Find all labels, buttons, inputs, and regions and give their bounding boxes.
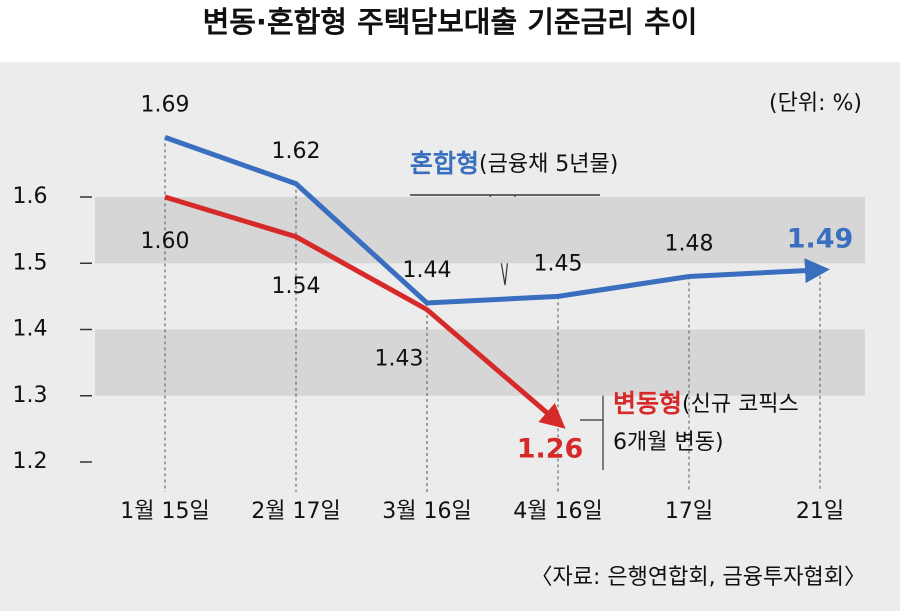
callout-bracket [580, 395, 604, 470]
y-tick-label: 1.5 [13, 250, 48, 275]
band [95, 197, 865, 264]
chart-title: 변동·혼합형 주택담보대출 기준금리 추이 [203, 5, 698, 39]
line [164, 194, 566, 429]
data-label: 1.45 [534, 251, 583, 276]
data-label: 1.49 [787, 224, 854, 255]
x-tick-label: 21일 [796, 499, 844, 524]
legend-note: (금융채 5년물) [479, 152, 618, 177]
band [95, 329, 865, 396]
data-label: 1.26 [517, 434, 584, 465]
x-tick-label: 4월 16일 [513, 499, 602, 524]
legend-name: 혼합형 [410, 149, 479, 178]
line [164, 135, 830, 306]
data-label: 1.54 [272, 274, 321, 299]
legend-note: 6개월 변동) [613, 430, 724, 455]
data-label: 1.60 [141, 229, 190, 254]
legend-note: (신규 코픽스 [682, 392, 799, 417]
data-label: 1.69 [141, 92, 190, 117]
data-label: 1.48 [665, 232, 714, 257]
data-label: 1.43 [375, 347, 424, 372]
series-label: 변동형(신규 코픽스 6개월 변동) [613, 389, 799, 455]
y-tick-label: 1.4 [13, 317, 48, 342]
x-tick-label: 17일 [665, 499, 713, 524]
y-tick-label: 1.2 [13, 449, 48, 474]
source: 〈자료: 은행연합회, 금융투자협회〉 [530, 565, 866, 590]
series-label: 혼합형(금융채 5년물) [410, 149, 618, 178]
bands [95, 197, 865, 396]
y-tick-label: 1.6 [13, 184, 48, 209]
unit-label: (단위: %) [769, 91, 862, 116]
x-tick-label: 3월 16일 [382, 499, 471, 524]
x-tick-label: 2월 17일 [251, 499, 340, 524]
data-label: 1.62 [272, 139, 321, 164]
y-tick-label: 1.3 [13, 383, 48, 408]
x-tick-label: 1월 15일 [120, 499, 209, 524]
data-label: 1.44 [403, 258, 452, 283]
legend-name: 변동형 [613, 389, 682, 418]
